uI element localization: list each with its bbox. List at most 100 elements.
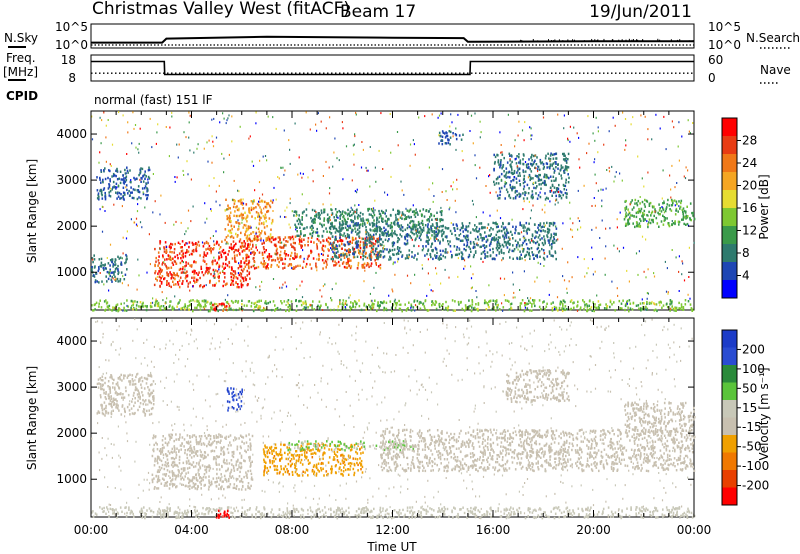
power-cell — [530, 309, 533, 312]
power-cell — [241, 213, 243, 217]
power-cell — [252, 231, 254, 234]
power-cell — [215, 308, 217, 311]
power-speck — [162, 299, 164, 302]
power-cell — [603, 307, 606, 310]
power-cell — [528, 247, 531, 251]
power-cell — [199, 308, 202, 311]
power-cell — [442, 218, 444, 222]
power-cell — [354, 215, 356, 218]
power-cell — [290, 243, 292, 246]
power-cell — [300, 222, 302, 226]
power-speck — [339, 301, 341, 304]
power-speck — [183, 131, 185, 134]
power-cell — [469, 240, 472, 244]
power-cell — [109, 178, 111, 181]
power-cell — [92, 309, 95, 312]
power-cell — [245, 259, 248, 262]
power-cell — [147, 189, 149, 192]
power-cell — [518, 167, 521, 171]
power-cell — [392, 303, 395, 306]
power-cell — [203, 260, 206, 263]
power-cell — [319, 217, 321, 220]
power-cell — [415, 208, 417, 211]
power-cell — [522, 241, 524, 245]
power-cell — [553, 222, 556, 225]
power-cell — [122, 186, 125, 189]
power-cell — [412, 228, 414, 231]
power-speck — [132, 111, 134, 114]
power-cell — [103, 187, 106, 190]
power-speck — [215, 230, 217, 233]
power-cell — [438, 258, 441, 261]
power-cell — [382, 220, 384, 223]
power-cell — [535, 241, 537, 245]
power-cell — [235, 281, 237, 285]
power-cell — [475, 243, 478, 246]
power-cell — [692, 214, 694, 217]
power-cell — [495, 246, 498, 250]
power-speck — [489, 214, 491, 217]
power-cell — [318, 300, 321, 303]
power-speck — [618, 250, 620, 253]
power-speck — [593, 197, 595, 199]
power-speck — [187, 227, 189, 230]
power-speck — [303, 257, 305, 260]
power-speck — [555, 225, 557, 228]
power-cell — [487, 303, 490, 307]
power-cell — [363, 262, 366, 265]
power-cell — [377, 265, 380, 268]
power-cell — [684, 299, 687, 302]
power-cell — [468, 254, 471, 258]
power-speck — [190, 220, 192, 223]
power-speck — [310, 228, 313, 231]
velocity-cell — [227, 508, 229, 511]
power-cell — [462, 133, 464, 136]
power-cell — [298, 238, 301, 241]
power-cell — [514, 231, 516, 235]
power-cell — [339, 299, 341, 302]
power-speck — [567, 139, 569, 142]
power-cell — [487, 234, 490, 237]
velocity-cell — [655, 507, 658, 510]
power-cell — [139, 301, 142, 304]
power-cell — [337, 260, 340, 264]
power-cell — [297, 222, 300, 226]
power-cell — [490, 240, 492, 244]
power-cell — [354, 230, 357, 233]
power-cell — [197, 300, 200, 303]
power-cell — [554, 251, 557, 255]
power-speck — [444, 308, 446, 311]
power-cell — [342, 254, 345, 257]
power-cell — [633, 214, 635, 218]
power-cell — [326, 230, 328, 233]
power-cell — [362, 213, 364, 216]
power-cell — [328, 216, 331, 219]
power-cell — [480, 236, 482, 239]
power-cell — [529, 309, 531, 312]
power-cell — [405, 309, 408, 312]
power-speck — [441, 168, 444, 171]
power-cell — [124, 273, 127, 276]
power-cell — [362, 217, 364, 220]
power-cell — [511, 189, 513, 192]
power-cell — [553, 238, 555, 241]
power-cell — [465, 306, 468, 309]
power-cell — [433, 236, 436, 240]
power-cell — [513, 186, 515, 189]
power-cell — [113, 174, 116, 177]
power-speck — [227, 294, 229, 297]
power-cell — [556, 190, 559, 193]
power-cell — [100, 169, 102, 172]
power-cell — [686, 205, 688, 208]
power-speck — [562, 222, 564, 225]
power-cell — [542, 256, 545, 260]
power-cell — [472, 255, 475, 259]
power-cell — [126, 166, 128, 169]
power-cell — [118, 257, 121, 260]
power-cell — [250, 208, 253, 212]
power-cell — [112, 174, 115, 178]
power-cell — [230, 275, 233, 279]
power-cell — [537, 179, 540, 182]
power-cell — [126, 169, 129, 172]
power-cell — [220, 255, 223, 259]
